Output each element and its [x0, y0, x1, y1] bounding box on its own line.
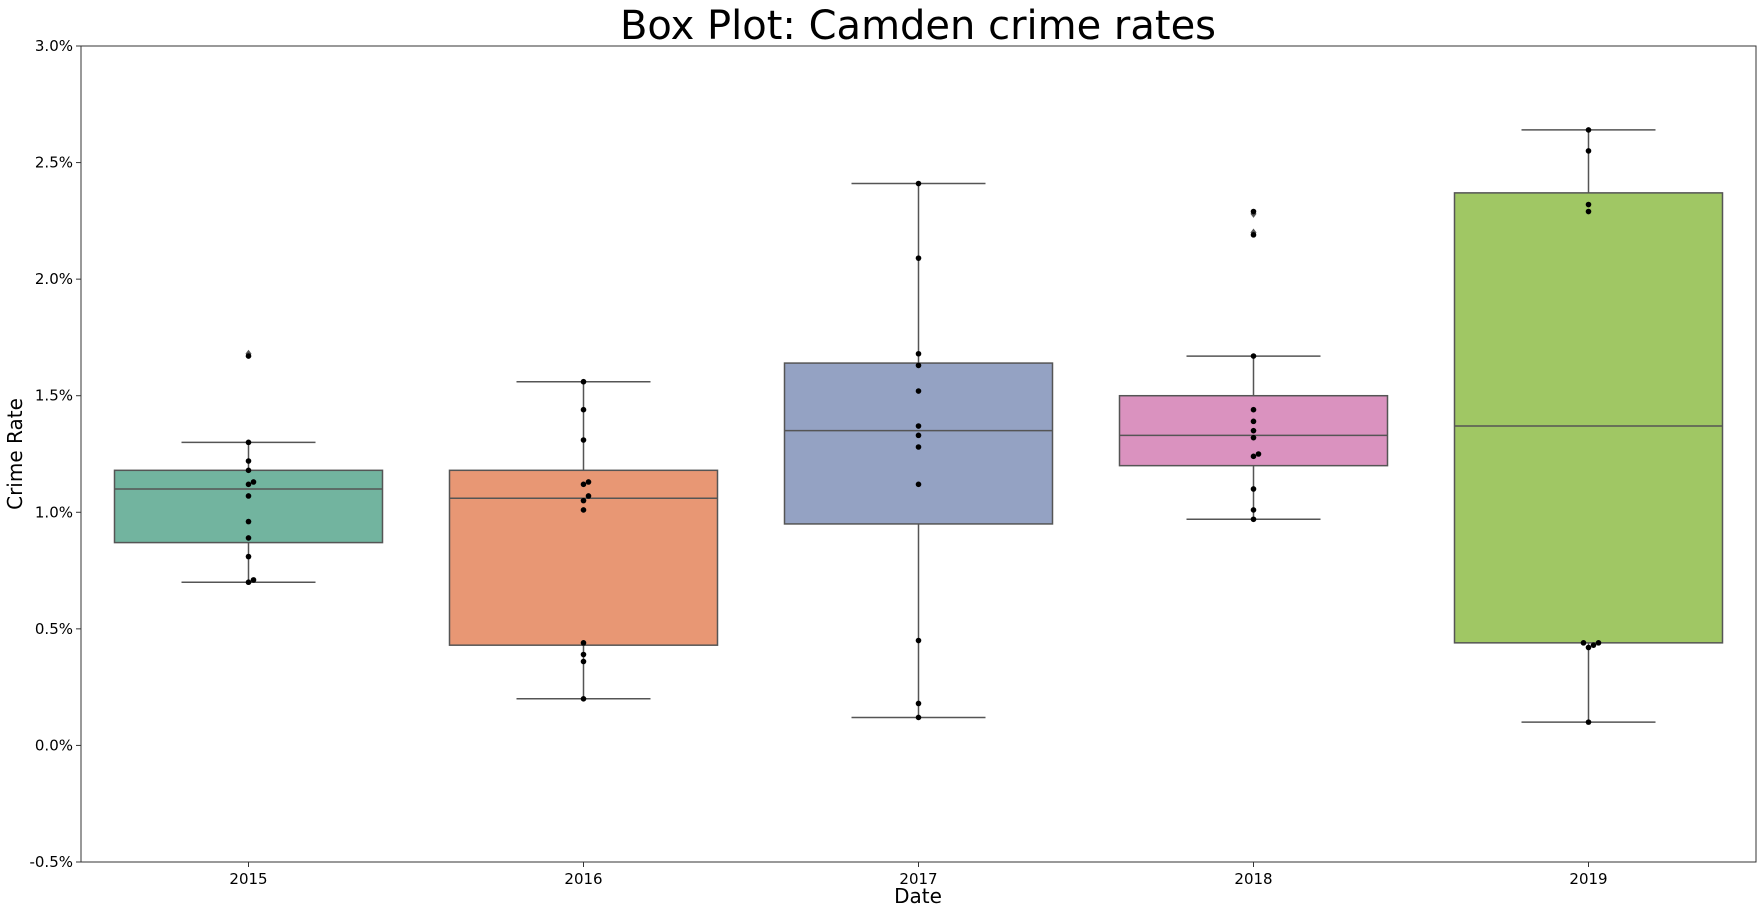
data-point	[1250, 353, 1257, 359]
data-point	[915, 444, 922, 450]
data-point	[915, 180, 922, 187]
data-point	[915, 388, 922, 394]
data-point	[1585, 148, 1592, 154]
data-point	[580, 651, 587, 658]
y-tick-label: 1.0%	[35, 503, 73, 521]
x-tick-label: 2015	[229, 870, 267, 888]
y-axis-label: Crime Rate	[3, 398, 27, 510]
box-2015	[113, 349, 384, 586]
data-point	[915, 637, 922, 644]
data-point	[580, 640, 587, 646]
y-tick-label: 0.0%	[35, 736, 73, 754]
data-point	[580, 497, 587, 504]
data-point	[1250, 427, 1257, 434]
box-2019	[1453, 127, 1724, 725]
box-2016	[448, 378, 719, 702]
data-point	[245, 481, 252, 488]
data-point	[1250, 453, 1257, 460]
data-point	[1580, 640, 1587, 646]
x-axis: 2015 2016 2017 2018 2019	[229, 862, 1608, 888]
data-point	[915, 714, 922, 721]
data-point	[1585, 201, 1592, 208]
x-tick-label: 2017	[899, 870, 937, 888]
x-tick-label: 2019	[1569, 870, 1607, 888]
data-point	[245, 579, 252, 586]
data-point	[1585, 127, 1592, 133]
data-point	[245, 553, 252, 560]
data-point	[250, 577, 257, 583]
data-point	[1585, 644, 1592, 651]
data-point	[245, 439, 252, 446]
data-point	[1250, 208, 1257, 215]
data-point	[915, 362, 922, 369]
data-point	[1250, 434, 1257, 441]
data-point	[580, 696, 587, 702]
box-2018	[1118, 208, 1389, 523]
data-point	[580, 437, 587, 443]
y-axis: -0.5% 0.0% 0.5% 1.0% 1.5% 2.0% 2.5% 3.0%	[29, 37, 81, 871]
y-tick-label: -0.5%	[29, 853, 73, 871]
data-point	[245, 467, 252, 474]
data-point	[1250, 406, 1257, 413]
box-iqr	[113, 469, 384, 544]
x-tick-label: 2016	[564, 870, 602, 888]
data-point	[245, 493, 252, 499]
data-point	[580, 378, 587, 385]
data-point	[245, 458, 252, 464]
data-point	[1585, 208, 1592, 215]
box-iqr	[783, 362, 1054, 525]
data-point	[1250, 232, 1257, 238]
data-point	[915, 481, 922, 488]
data-point	[585, 479, 592, 485]
data-point	[915, 423, 922, 429]
data-point	[1585, 719, 1592, 725]
data-point	[245, 535, 252, 541]
data-point	[585, 493, 592, 499]
data-point	[580, 658, 587, 665]
data-point	[1250, 486, 1257, 492]
x-tick-label: 2018	[1234, 870, 1272, 888]
data-point	[1590, 642, 1597, 648]
y-tick-label: 3.0%	[35, 37, 73, 55]
data-point	[915, 700, 922, 707]
y-tick-label: 2.5%	[35, 154, 73, 172]
boxes-layer	[113, 127, 1724, 725]
data-point	[580, 507, 587, 513]
data-point	[1250, 507, 1257, 513]
data-point	[915, 350, 922, 357]
box-iqr	[1453, 192, 1724, 644]
data-point	[580, 481, 587, 488]
data-point	[250, 479, 257, 485]
chart-title: Box Plot: Camden crime rates	[620, 3, 1216, 49]
data-point	[245, 353, 252, 359]
data-point	[245, 518, 252, 525]
box-2017	[783, 180, 1054, 721]
x-axis-label: Date	[894, 884, 942, 908]
data-point	[1250, 516, 1257, 523]
data-point	[580, 406, 587, 413]
data-point	[1255, 451, 1262, 457]
y-tick-label: 0.5%	[35, 620, 73, 638]
data-point	[1250, 418, 1257, 425]
data-point	[915, 432, 922, 439]
data-point	[915, 255, 922, 261]
data-point	[1595, 640, 1602, 646]
y-tick-label: 1.5%	[35, 387, 73, 405]
y-tick-label: 2.0%	[35, 270, 73, 288]
box-iqr	[448, 469, 719, 646]
